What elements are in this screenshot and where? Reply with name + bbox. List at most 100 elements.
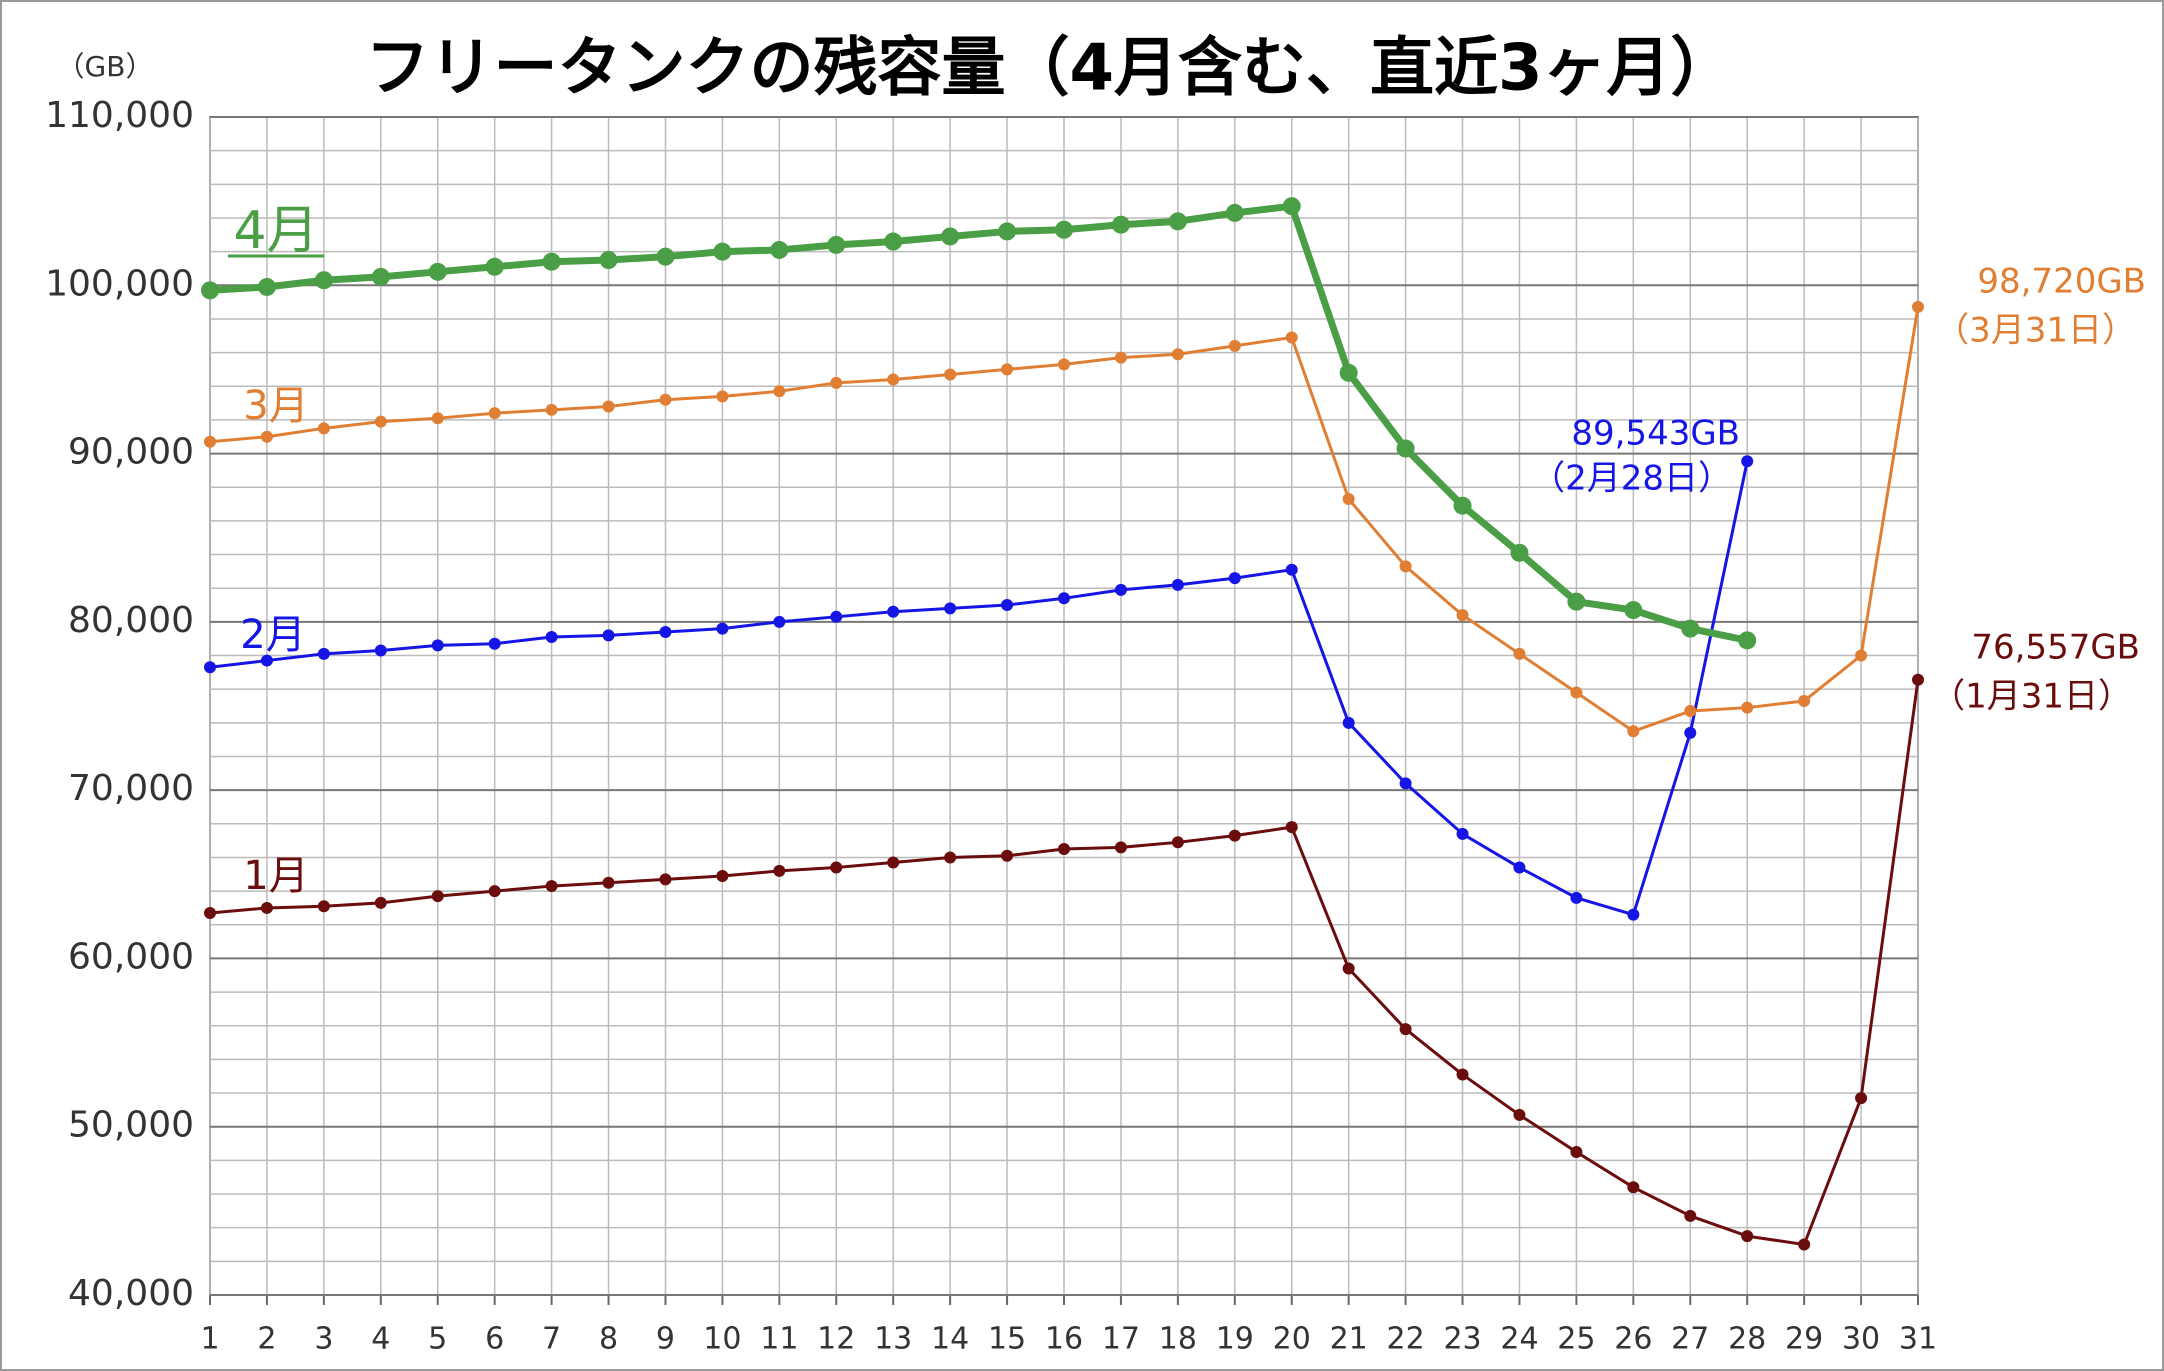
series-label: 4月 xyxy=(233,201,318,261)
y-tick-label: 50,000 xyxy=(68,1105,194,1146)
x-tick-label: 2 xyxy=(257,1322,276,1357)
data-point xyxy=(827,235,846,254)
data-point xyxy=(488,885,501,898)
data-point xyxy=(716,869,729,882)
data-point xyxy=(1058,843,1070,856)
x-tick-label: 17 xyxy=(1102,1322,1140,1357)
data-point xyxy=(602,876,615,889)
data-point xyxy=(1285,821,1298,834)
data-point xyxy=(944,368,957,381)
data-point xyxy=(1001,849,1014,862)
x-tick-label: 25 xyxy=(1557,1322,1595,1357)
data-point xyxy=(1570,1145,1583,1158)
data-point xyxy=(204,661,216,674)
data-point xyxy=(884,232,903,251)
y-tick-label: 60,000 xyxy=(68,936,194,977)
data-point xyxy=(204,906,216,919)
data-point xyxy=(1285,331,1298,344)
data-point xyxy=(1001,599,1014,612)
data-point xyxy=(1456,827,1469,840)
y-tick-label: 90,000 xyxy=(68,432,194,473)
data-point xyxy=(830,610,843,623)
series-label: 2月 xyxy=(240,612,305,658)
data-point xyxy=(1171,836,1184,849)
data-point xyxy=(485,257,504,276)
data-point xyxy=(887,605,900,618)
x-tick-label: 31 xyxy=(1899,1322,1937,1357)
annotation: 76,557GB xyxy=(1971,628,2140,668)
data-point xyxy=(257,277,276,296)
data-point xyxy=(1513,647,1526,660)
series-line xyxy=(209,460,1749,917)
x-tick-label: 26 xyxy=(1614,1322,1652,1357)
data-point xyxy=(1570,686,1583,699)
data-point xyxy=(656,247,675,266)
annotation: （1月31日） xyxy=(1931,677,2132,717)
data-point xyxy=(1513,861,1526,874)
data-point xyxy=(1684,1209,1697,1222)
x-tick-label: 6 xyxy=(485,1322,504,1357)
x-tick-label: 3 xyxy=(314,1322,333,1357)
data-point xyxy=(713,242,732,261)
data-point xyxy=(1058,358,1070,371)
x-tick-label: 5 xyxy=(428,1322,447,1357)
data-point xyxy=(1228,572,1241,585)
data-point xyxy=(944,851,957,864)
data-point xyxy=(1282,197,1301,216)
data-point xyxy=(770,240,789,259)
x-tick-label: 1 xyxy=(200,1322,219,1357)
data-point xyxy=(1912,300,1924,313)
data-point xyxy=(602,400,615,413)
x-tick-label: 16 xyxy=(1045,1322,1083,1357)
data-point xyxy=(317,900,330,913)
data-point xyxy=(1738,631,1757,650)
data-point xyxy=(1111,215,1130,234)
data-point xyxy=(1001,363,1014,376)
data-point xyxy=(201,281,219,300)
data-point xyxy=(1456,609,1469,622)
data-point xyxy=(1339,363,1358,382)
data-point xyxy=(998,222,1017,241)
data-point xyxy=(1510,543,1529,562)
x-tick-label: 10 xyxy=(703,1322,741,1357)
data-point xyxy=(1228,829,1241,842)
data-point xyxy=(1681,619,1700,638)
annotation: （3月31日） xyxy=(1935,311,2136,351)
data-point xyxy=(1684,705,1697,718)
data-point xyxy=(542,252,561,271)
data-point xyxy=(602,629,615,642)
data-point xyxy=(659,873,672,886)
data-point xyxy=(659,393,672,406)
data-point xyxy=(716,390,729,403)
data-point xyxy=(1058,592,1070,605)
data-point xyxy=(1171,578,1184,591)
data-point xyxy=(374,896,387,909)
data-point xyxy=(545,631,558,644)
data-point xyxy=(431,639,444,652)
series-label: 1月 xyxy=(243,853,308,899)
data-point xyxy=(830,861,843,874)
x-tick-label: 11 xyxy=(760,1322,798,1357)
annotation: 98,720GB xyxy=(1977,262,2146,302)
data-point xyxy=(1399,777,1412,790)
data-point xyxy=(1627,1181,1640,1194)
x-tick-label: 13 xyxy=(874,1322,912,1357)
data-point xyxy=(428,262,447,281)
x-tick-label: 21 xyxy=(1330,1322,1368,1357)
data-point xyxy=(1627,908,1640,921)
data-point xyxy=(260,430,273,443)
x-tick-label: 29 xyxy=(1785,1322,1823,1357)
annotation: （2月28日） xyxy=(1531,459,1732,499)
x-tick-label: 20 xyxy=(1273,1322,1311,1357)
x-tick-label: 12 xyxy=(817,1322,855,1357)
y-unit: （GB） xyxy=(57,50,154,83)
data-point xyxy=(1342,716,1355,729)
data-point xyxy=(1741,701,1754,714)
x-tick-label: 28 xyxy=(1728,1322,1766,1357)
data-point xyxy=(773,385,786,398)
x-tick-label: 24 xyxy=(1500,1322,1538,1357)
data-point xyxy=(599,251,618,270)
x-tick-label: 27 xyxy=(1671,1322,1709,1357)
data-point xyxy=(431,412,444,425)
